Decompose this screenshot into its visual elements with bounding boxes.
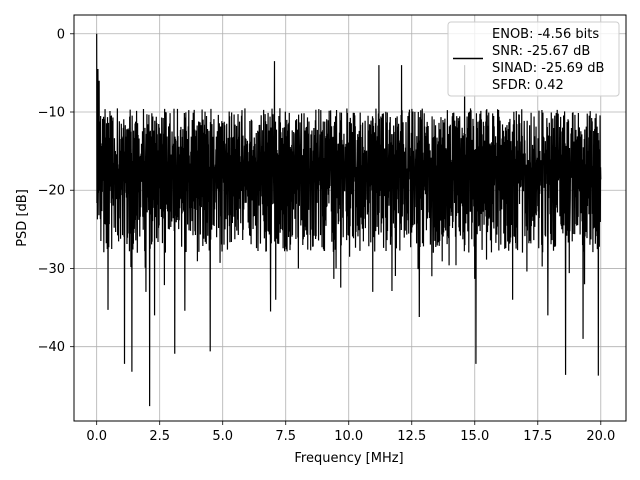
y-tick-label: −10 bbox=[38, 106, 65, 121]
x-tick-label: 2.5 bbox=[149, 429, 170, 444]
plot-area-frame bbox=[73, 14, 627, 422]
legend-frame bbox=[447, 21, 620, 97]
y-tick-label: 0 bbox=[57, 27, 65, 42]
x-tick-label: 17.5 bbox=[523, 429, 552, 444]
x-tick-label: 10.0 bbox=[334, 429, 363, 444]
x-tick-label: 15.0 bbox=[460, 429, 489, 444]
x-tick-label: 5.0 bbox=[212, 429, 233, 444]
x-tick-label: 12.5 bbox=[397, 429, 426, 444]
legend-line-sinad: SINAD: -25.69 dB bbox=[492, 61, 604, 76]
legend-line-sfdr: SFDR: 0.42 bbox=[492, 78, 564, 93]
legend: ENOB: -4.56 bits SNR: -25.67 dB SINAD: -… bbox=[447, 21, 620, 97]
x-tick-label: 0.0 bbox=[86, 429, 107, 444]
psd-series-line bbox=[96, 33, 602, 407]
y-tick-label: −20 bbox=[38, 184, 65, 199]
x-tick-label: 7.5 bbox=[275, 429, 296, 444]
axis-ticks: 0.0 2.5 5.0 7.5 10.0 12.5 15.0 17.5 20.0 0 −10 −20 −… bbox=[38, 27, 616, 444]
y-axis-label: PSD [dB] bbox=[15, 189, 30, 247]
y-tick-label: −40 bbox=[38, 340, 65, 355]
legend-line-enob: ENOB: -4.56 bits bbox=[492, 27, 599, 42]
legend-line-snr: SNR: -25.67 dB bbox=[492, 44, 590, 59]
series-psd bbox=[96, 33, 602, 407]
x-tick-label: 20.0 bbox=[586, 429, 615, 444]
y-tick-label: −30 bbox=[38, 262, 65, 277]
x-axis-label: Frequency [MHz] bbox=[294, 451, 403, 466]
